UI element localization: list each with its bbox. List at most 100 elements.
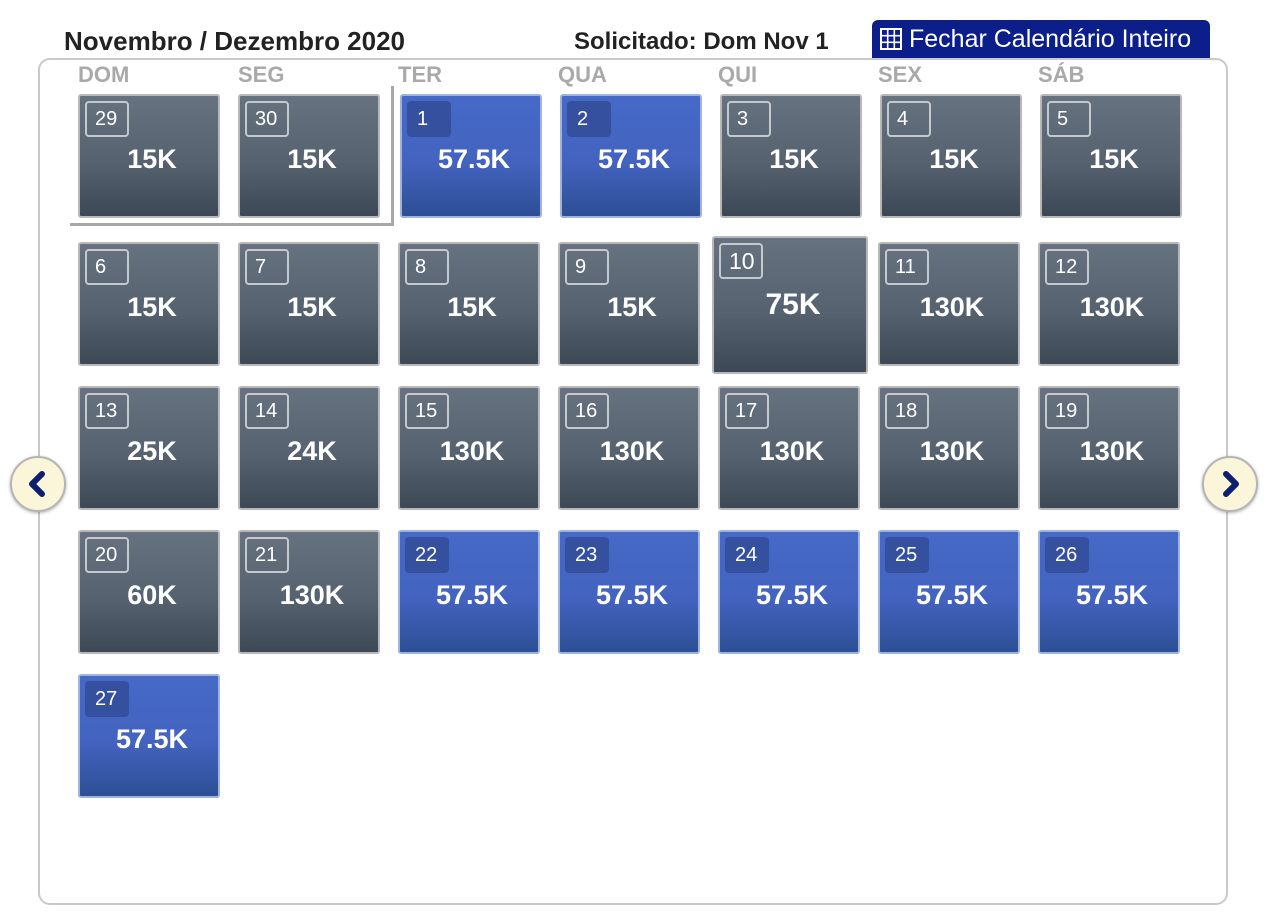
calendar-day-cell[interactable]: 14 24K [238, 386, 380, 510]
day-price: 57.5K [437, 144, 511, 174]
day-price: 60K [127, 580, 177, 610]
calendar-day-cell[interactable]: 20 60K [78, 530, 220, 654]
calendar-day-cell[interactable]: 1 57.5K [400, 94, 542, 218]
weekday-sat: SÁB [1038, 62, 1085, 87]
day-price: 130K [919, 436, 985, 466]
day-price: 57.5K [595, 580, 669, 610]
day-number: 17 [725, 393, 769, 429]
next-month-button[interactable] [1202, 456, 1258, 512]
day-number: 13 [85, 393, 129, 429]
weekday-thu: QUI [718, 62, 758, 87]
day-number: 21 [245, 537, 289, 573]
day-number: 25 [885, 537, 929, 573]
day-price: 130K [599, 436, 665, 466]
calendar-day-cell[interactable]: 23 57.5K [558, 530, 700, 654]
day-number: 6 [85, 249, 129, 285]
day-price: 57.5K [1075, 580, 1149, 610]
day-price: 15K [447, 292, 497, 322]
calendar-day-cell[interactable]: 9 15K [558, 242, 700, 366]
close-full-calendar-button[interactable]: Fechar Calendário Inteiro [872, 20, 1210, 58]
day-number: 23 [565, 537, 609, 573]
requested-date: Solicitado: Dom Nov 1 [574, 28, 829, 55]
day-price: 15K [127, 292, 177, 322]
weekday-sun: DOM [78, 62, 130, 87]
day-price: 15K [1089, 144, 1139, 174]
day-number: 14 [245, 393, 289, 429]
day-number: 16 [565, 393, 609, 429]
day-number: 18 [885, 393, 929, 429]
weekday-tue: TER [398, 62, 442, 87]
day-number: 22 [405, 537, 449, 573]
chevron-right-icon [1223, 471, 1239, 497]
day-number: 19 [1045, 393, 1089, 429]
day-price: 15K [127, 144, 177, 174]
weekday-fri: SEX [878, 62, 923, 87]
previous-month-outline [70, 86, 394, 226]
calendar-day-cell[interactable]: 6 15K [78, 242, 220, 366]
day-price: 15K [769, 144, 819, 174]
calendar-day-cell[interactable]: 25 57.5K [878, 530, 1020, 654]
day-price: 130K [439, 436, 505, 466]
calendar-grid-icon [880, 28, 902, 50]
calendar-day-cell[interactable]: 2 57.5K [560, 94, 702, 218]
calendar-day-cell[interactable]: 3 15K [720, 94, 862, 218]
weekday-wed: QUA [558, 62, 607, 87]
day-price: 130K [1079, 436, 1145, 466]
day-number: 29 [85, 101, 129, 137]
calendar-day-cell[interactable]: 29 15K [78, 94, 220, 218]
day-price: 57.5K [755, 580, 829, 610]
calendar-day-cell[interactable]: 16 130K [558, 386, 700, 510]
day-number: 3 [727, 101, 771, 137]
calendar-day-cell[interactable]: 7 15K [238, 242, 380, 366]
calendar-day-cell[interactable]: 22 57.5K [398, 530, 540, 654]
calendar-day-cell[interactable]: 8 15K [398, 242, 540, 366]
calendar-day-cell[interactable]: 10 75K [712, 236, 868, 374]
day-number: 1 [407, 101, 451, 137]
day-number: 11 [885, 249, 929, 285]
calendar-day-cell[interactable]: 30 15K [238, 94, 380, 218]
calendar-day-cell[interactable]: 15 130K [398, 386, 540, 510]
day-price: 130K [919, 292, 985, 322]
close-full-calendar-label: Fechar Calendário Inteiro [909, 24, 1192, 53]
calendar-day-cell[interactable]: 27 57.5K [78, 674, 220, 798]
day-price: 15K [929, 144, 979, 174]
day-number: 5 [1047, 101, 1091, 137]
day-number: 7 [245, 249, 289, 285]
calendar-day-cell[interactable]: 26 57.5K [1038, 530, 1180, 654]
day-number: 10 [719, 243, 763, 279]
day-price: 57.5K [115, 724, 189, 754]
day-price: 15K [287, 144, 337, 174]
day-price: 57.5K [915, 580, 989, 610]
day-price: 130K [759, 436, 825, 466]
calendar-day-cell[interactable]: 13 25K [78, 386, 220, 510]
calendar-day-cell[interactable]: 11 130K [878, 242, 1020, 366]
day-price: 130K [279, 580, 345, 610]
weekday-mon: SEG [238, 62, 285, 87]
day-price: 130K [1079, 292, 1145, 322]
day-price: 15K [607, 292, 657, 322]
month-title: Novembro / Dezembro 2020 [64, 26, 406, 56]
day-price: 24K [287, 436, 337, 466]
day-number: 12 [1045, 249, 1089, 285]
day-price: 57.5K [597, 144, 671, 174]
calendar-day-cell[interactable]: 12 130K [1038, 242, 1180, 366]
calendar-day-cell[interactable]: 17 130K [718, 386, 860, 510]
day-price: 15K [287, 292, 337, 322]
day-number: 9 [565, 249, 609, 285]
day-number: 8 [405, 249, 449, 285]
calendar-day-cell[interactable]: 4 15K [880, 94, 1022, 218]
day-number: 2 [567, 101, 611, 137]
calendar-day-cell[interactable]: 21 130K [238, 530, 380, 654]
day-price: 25K [127, 436, 177, 466]
previous-month-button[interactable] [10, 456, 66, 512]
calendar-day-cell[interactable]: 24 57.5K [718, 530, 860, 654]
calendar-day-cell[interactable]: 18 130K [878, 386, 1020, 510]
calendar-day-cell[interactable]: 19 130K [1038, 386, 1180, 510]
day-number: 4 [887, 101, 931, 137]
chevron-left-icon [29, 471, 45, 497]
day-number: 15 [405, 393, 449, 429]
calendar-day-cell[interactable]: 5 15K [1040, 94, 1182, 218]
day-number: 26 [1045, 537, 1089, 573]
day-number: 20 [85, 537, 129, 573]
day-number: 30 [245, 101, 289, 137]
